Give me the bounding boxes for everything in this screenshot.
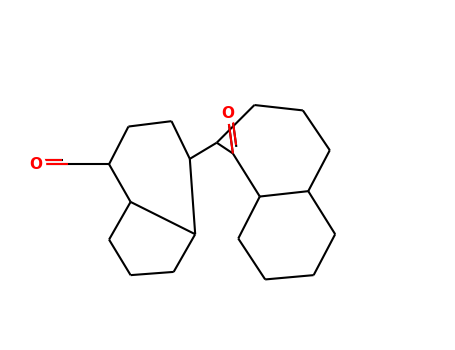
Circle shape	[218, 104, 237, 123]
Text: O: O	[221, 106, 234, 121]
Text: O: O	[29, 157, 42, 172]
Circle shape	[26, 155, 46, 174]
